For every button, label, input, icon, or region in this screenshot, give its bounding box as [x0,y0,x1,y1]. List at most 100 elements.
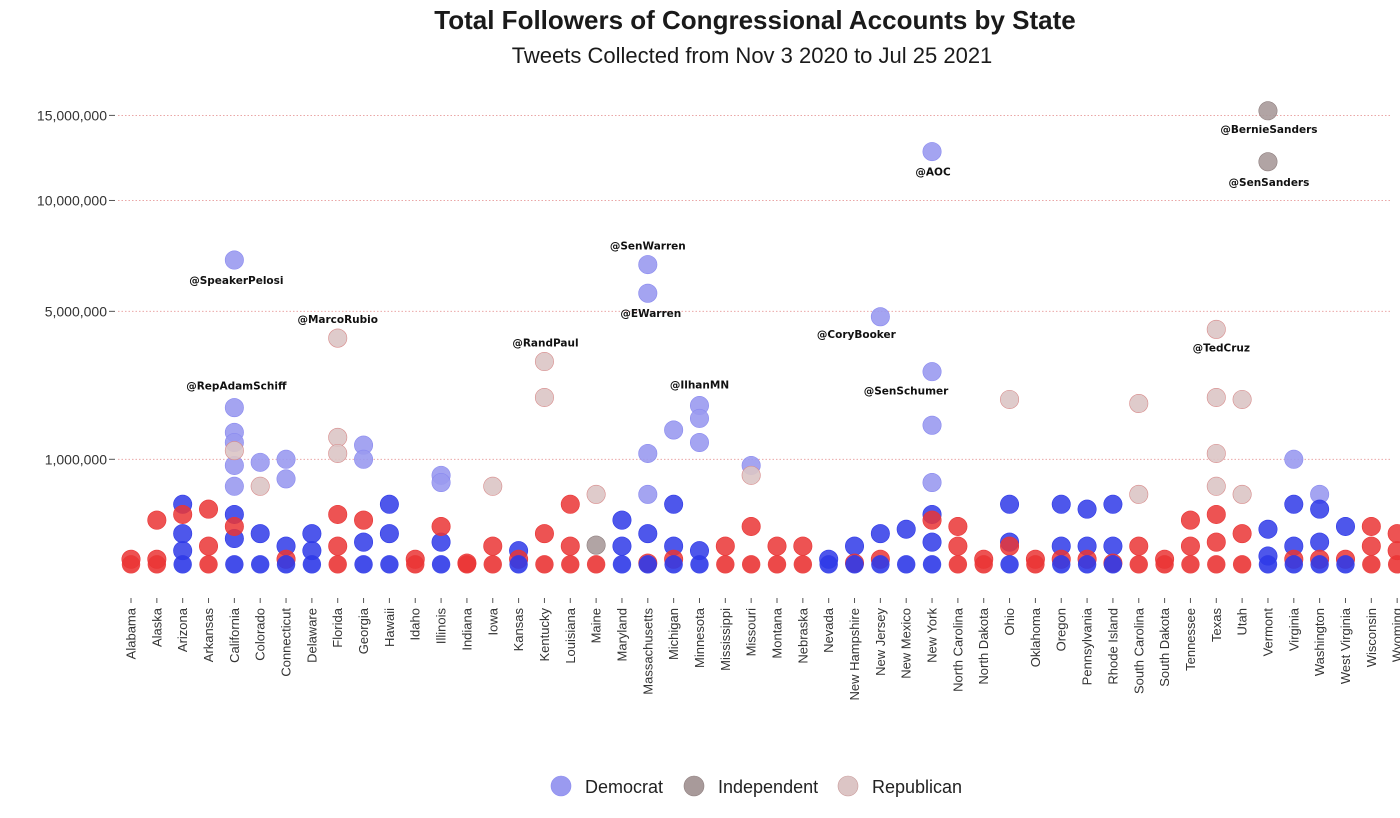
point-republican-south-carolina [1129,536,1149,556]
legend-marker-independent [683,775,705,797]
y-tick-label: 10,000,000 [37,192,107,208]
point-democrat-rhode-island [1103,536,1123,556]
point-republican-georgia [354,510,374,530]
annotation-corybooker: @CoryBooker [817,329,897,341]
legend-marker-democrat [550,775,572,797]
point-democrat-new-york [922,362,942,382]
point-democrat-hawaii [379,494,399,514]
point-republican-kentucky [534,387,554,407]
x-tick-label-new-jersey: New Jersey [873,608,888,676]
point-democrat-minnesota [689,433,709,453]
point-baseline-new-jersey [871,555,890,574]
point-republican-california [224,516,244,536]
point-republican-maine [586,484,606,504]
annotation-senwarren: @SenWarren [610,241,686,253]
point-republican-tennessee [1180,510,1200,530]
annotation-repadamschiff: @RepAdamSchiff [186,381,287,393]
y-tick-label: 5,000,000 [45,303,107,319]
point-democrat-colorado [250,452,270,472]
point-baseline-oregon [1052,555,1071,574]
point-republican-missouri [741,516,761,536]
point-republican-montana [767,536,787,556]
point-democrat-new-york [922,532,942,552]
point-republican-utah [1232,524,1252,544]
x-tick-label-oklahoma: Oklahoma [1028,607,1043,667]
point-baseline-new-mexico [897,555,916,574]
point-republican-kentucky [534,352,554,372]
x-tick-label-nevada: Nevada [821,607,836,653]
chart-subtitle: Tweets Collected from Nov 3 2020 to Jul … [512,43,993,68]
x-tick-label-hawaii: Hawaii [382,608,397,647]
x-tick-label-delaware: Delaware [304,608,319,663]
annotation-speakerpelosi: @SpeakerPelosi [189,275,283,287]
x-tick-label-tennessee: Tennessee [1183,608,1198,671]
x-tick-label-west-virginia: West Virginia [1338,607,1353,684]
x-tick-label-new-york: New York [925,608,940,663]
x-tick-label-georgia: Georgia [356,607,371,654]
x-tick-label-new-mexico: New Mexico [899,608,914,679]
point-democrat-maryland [612,536,632,556]
point-baseline-nevada [819,555,838,574]
x-tick-label-missouri: Missouri [744,608,759,657]
x-tick-label-minnesota: Minnesota [692,607,707,668]
x-tick-label-kansas: Kansas [511,608,526,652]
point-democrat-connecticut [276,449,296,469]
point-baseline-iowa [483,555,502,574]
point-baseline-connecticut [276,555,296,574]
x-tick-label-oregon: Oregon [1054,608,1069,651]
point-baseline-minnesota [690,555,709,574]
point-republican-arkansas [199,536,219,556]
legend-label-democrat: Democrat [585,777,663,797]
point-democrat-new-york [922,472,942,492]
point-republican-missouri [741,465,761,485]
point-baseline-kansas [509,555,528,574]
point-democrat-illinois [431,472,451,492]
point-democrat-new-york [922,415,942,435]
point-baseline-north-carolina [948,555,968,574]
point-democrat-rhode-island [1103,494,1123,514]
point-republican-arkansas [199,499,219,519]
point-baseline-texas [1207,555,1226,574]
point-democrat-massachusetts [638,524,658,544]
annotation-ilhanmn: @IlhanMN [670,380,729,392]
point-republican-colorado [250,476,270,496]
x-tick-label-colorado: Colorado [253,608,268,661]
point-baseline-louisiana [561,555,580,574]
x-tick-label-north-dakota: North Dakota [976,607,991,684]
point-republican-florida [328,536,348,556]
point-independent-vermont [1258,152,1278,172]
point-democrat-connecticut [276,469,296,489]
legend-label-republican: Republican [872,777,962,797]
point-republican-north-carolina [948,536,968,556]
point-democrat-georgia [354,449,374,469]
point-baseline-alabama [121,555,141,574]
x-tick-label-wyoming: Wyoming [1390,608,1400,662]
point-baseline-virginia [1284,555,1304,574]
point-republican-california [224,441,244,461]
point-baseline-west-virginia [1336,555,1355,574]
point-independent-maine [586,535,606,555]
x-tick-label-ohio: Ohio [1002,608,1017,635]
point-baseline-montana [767,555,787,574]
x-tick-label-florida: Florida [330,607,345,648]
point-democrat-california [224,398,244,418]
point-baseline-kentucky [535,555,554,574]
x-tick-label-indiana: Indiana [459,607,474,650]
point-democrat-new-hampshire [845,536,865,556]
x-tick-label-rhode-island: Rhode Island [1105,608,1120,685]
point-democrat-oregon [1051,494,1071,514]
x-tick-label-washington: Washington [1312,608,1327,676]
annotation-senschumer: @SenSchumer [864,386,949,398]
point-independent-vermont [1258,101,1278,121]
point-baseline-wyoming [1387,555,1400,574]
point-baseline-vermont [1258,555,1278,574]
point-baseline-maine [586,555,606,574]
point-baseline-pennsylvania [1077,555,1097,574]
x-tick-label-michigan: Michigan [666,608,681,660]
point-baseline-nebraska [793,555,813,574]
point-baseline-oklahoma [1026,555,1045,574]
point-baseline-massachusetts [638,555,657,574]
point-democrat-california [224,476,244,496]
